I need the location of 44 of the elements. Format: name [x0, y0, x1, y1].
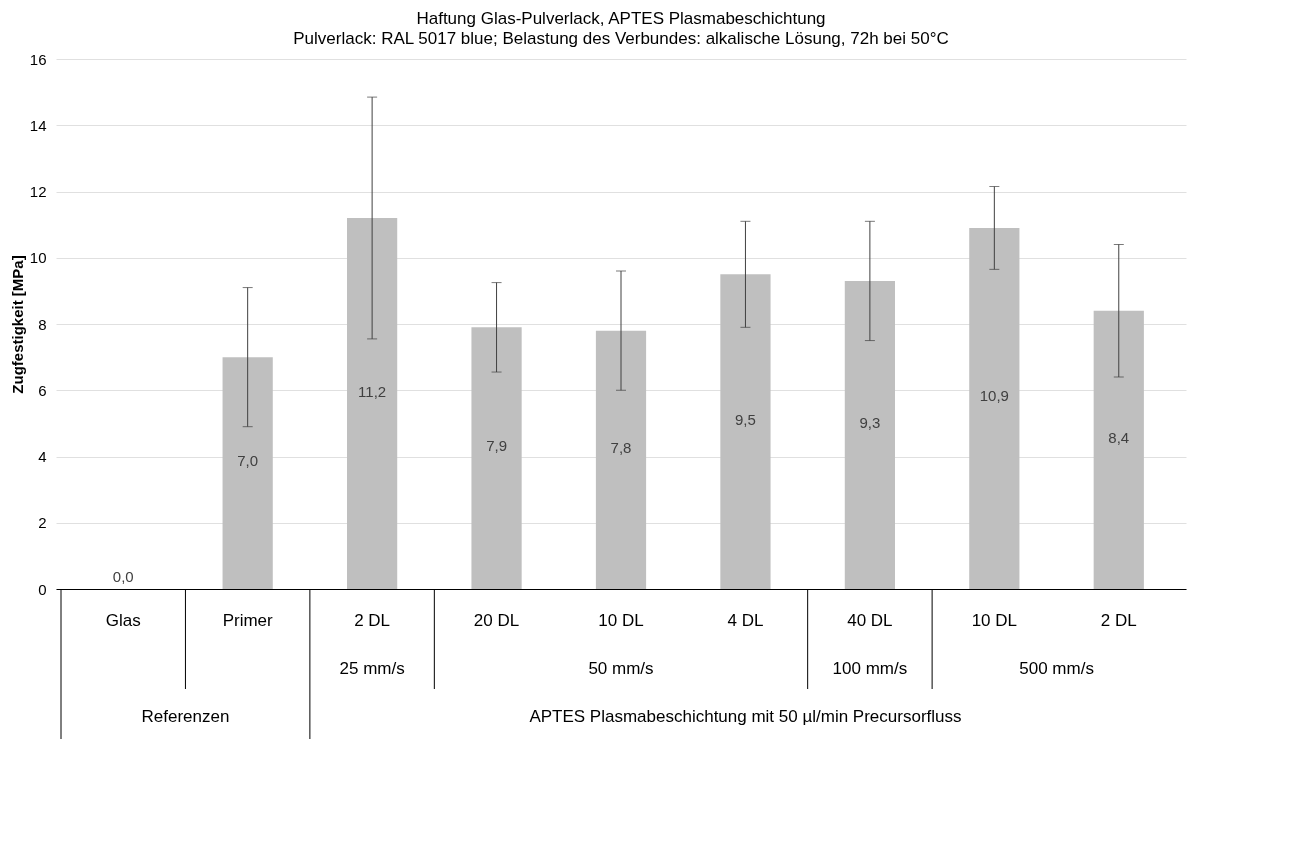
y-tick-label: 4 [38, 448, 47, 465]
y-tick-label: 12 [29, 183, 47, 200]
bar [222, 357, 273, 589]
y-tick-label: 16 [29, 50, 47, 68]
data-label: 10,9 [979, 387, 1009, 405]
bar [471, 327, 522, 589]
x-tick-label: 2 DL [1100, 611, 1137, 630]
data-label: 7,9 [486, 437, 507, 455]
y-tick-label: 2 [38, 514, 47, 532]
y-tick-label: 6 [38, 381, 47, 399]
x-tick-label: Primer [222, 611, 274, 630]
x-tick-label: 2 DL [354, 611, 391, 630]
text: 50 mm/s [588, 659, 654, 678]
bar [595, 330, 647, 589]
x-tick-label: 10 DL [598, 611, 644, 630]
data-label: 9,5 [735, 410, 756, 428]
y-tick-label: 14 [29, 116, 47, 134]
bar [1093, 310, 1144, 589]
y-tick-label: 10 [29, 249, 47, 267]
y-tick-label: 8 [38, 315, 47, 333]
x-tick-label: 40 DL [847, 611, 893, 630]
x-tick-label: 10 DL [971, 611, 1018, 630]
data-label: 7,0 [237, 452, 259, 470]
bar [969, 227, 1020, 589]
text: APTES Plasmabeschichtung mit 50 µl/min Precursorfluss [529, 707, 962, 726]
data-label: 8,4 [1108, 428, 1130, 446]
text: 25 mm/s [339, 659, 405, 678]
text: Referenzen [141, 707, 230, 726]
x-tick-label: 4 DL [727, 611, 764, 630]
bar [844, 280, 895, 589]
data-label: 9,3 [859, 413, 881, 431]
bar [347, 218, 398, 589]
data-label: 0,0 [112, 568, 134, 585]
bar [720, 274, 771, 589]
y-tick-label: 0 [38, 580, 47, 598]
data-label: 11,2 [358, 382, 387, 400]
text: 500 mm/s [1019, 659, 1094, 678]
x-tick-label: Glas [105, 611, 141, 630]
chart-title: Haftung Glas-Pulverlack, APTES Plasmabeschichtung [416, 9, 826, 28]
data-label: 7,8 [610, 438, 632, 456]
y-axis-title: Zugfestigkeit [MPa] [8, 255, 26, 394]
chart-subtitle: Pulverlack: RAL 5017 blue; Belastung des Verbundes: alkalische Lösung, 72h bei 50°C [293, 29, 949, 48]
text: 100 mm/s [832, 659, 908, 678]
x-tick-label: 20 DL [473, 611, 520, 630]
